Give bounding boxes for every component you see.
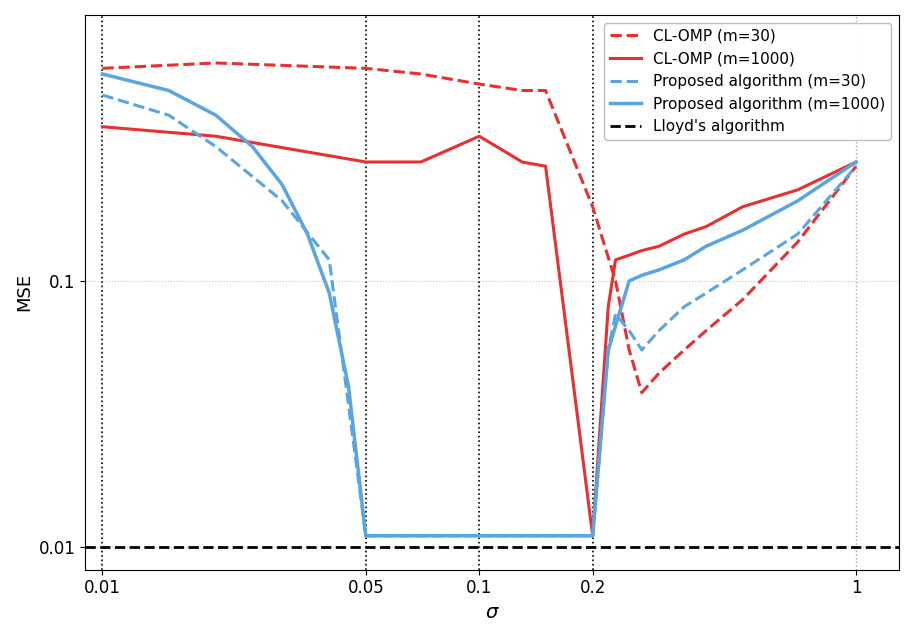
CL-OMP (m=30): [97, 64, 108, 72]
CL-OMP (m=1000): [415, 158, 426, 166]
Proposed algorithm (m=30): [737, 266, 748, 274]
Proposed algorithm (m=30): [636, 346, 647, 354]
CL-OMP (m=1000): [636, 247, 647, 254]
Proposed algorithm (m=30): [437, 532, 448, 540]
Proposed algorithm (m=1000): [415, 532, 426, 540]
Legend: CL-OMP (m=30), CL-OMP (m=1000), Proposed algorithm (m=30), Proposed algorithm (m: CL-OMP (m=30), CL-OMP (m=1000), Proposed…: [604, 23, 891, 140]
CL-OMP (m=1000): [210, 132, 221, 140]
Proposed algorithm (m=1000): [324, 289, 335, 297]
CL-OMP (m=30): [679, 346, 690, 354]
CL-OMP (m=1000): [792, 186, 803, 194]
CL-OMP (m=30): [210, 59, 221, 67]
CL-OMP (m=1000): [623, 252, 634, 259]
Proposed algorithm (m=1000): [277, 181, 288, 189]
CL-OMP (m=1000): [587, 532, 598, 540]
X-axis label: σ: σ: [486, 603, 498, 622]
Proposed algorithm (m=1000): [540, 532, 551, 540]
Line: CL-OMP (m=1000): CL-OMP (m=1000): [102, 127, 856, 536]
Proposed algorithm (m=1000): [473, 532, 484, 540]
Proposed algorithm (m=1000): [851, 158, 862, 166]
CL-OMP (m=1000): [737, 203, 748, 211]
CL-OMP (m=1000): [473, 132, 484, 140]
Proposed algorithm (m=30): [390, 532, 401, 540]
Proposed algorithm (m=1000): [97, 70, 108, 78]
Proposed algorithm (m=1000): [679, 256, 690, 264]
Proposed algorithm (m=30): [851, 162, 862, 170]
CL-OMP (m=30): [516, 87, 527, 94]
CL-OMP (m=30): [654, 369, 664, 377]
CL-OMP (m=30): [636, 389, 647, 396]
CL-OMP (m=30): [360, 64, 371, 72]
Proposed algorithm (m=1000): [343, 383, 354, 390]
CL-OMP (m=1000): [851, 158, 862, 166]
CL-OMP (m=1000): [97, 123, 108, 131]
CL-OMP (m=1000): [602, 303, 613, 310]
CL-OMP (m=1000): [540, 162, 551, 170]
Proposed algorithm (m=1000): [623, 277, 634, 285]
Proposed algorithm (m=1000): [587, 532, 598, 540]
Proposed algorithm (m=30): [623, 327, 634, 334]
Proposed algorithm (m=30): [415, 532, 426, 540]
CL-OMP (m=1000): [360, 158, 371, 166]
CL-OMP (m=30): [623, 346, 634, 354]
Proposed algorithm (m=1000): [247, 143, 258, 150]
Proposed algorithm (m=30): [610, 310, 621, 318]
CL-OMP (m=30): [415, 70, 426, 78]
Proposed algorithm (m=30): [587, 532, 598, 540]
Proposed algorithm (m=1000): [164, 87, 175, 94]
CL-OMP (m=1000): [679, 230, 690, 238]
Proposed algorithm (m=1000): [602, 346, 613, 354]
CL-OMP (m=1000): [610, 256, 621, 264]
Proposed algorithm (m=1000): [210, 111, 221, 119]
CL-OMP (m=1000): [504, 150, 515, 158]
Proposed algorithm (m=1000): [701, 243, 712, 250]
Proposed algorithm (m=30): [277, 197, 288, 204]
Proposed algorithm (m=1000): [636, 271, 647, 279]
Y-axis label: MSE: MSE: [15, 273, 33, 311]
CL-OMP (m=30): [473, 80, 484, 88]
Line: Proposed algorithm (m=1000): Proposed algorithm (m=1000): [102, 74, 856, 536]
CL-OMP (m=30): [737, 296, 748, 303]
CL-OMP (m=30): [851, 162, 862, 170]
Proposed algorithm (m=1000): [737, 227, 748, 234]
Proposed algorithm (m=30): [679, 303, 690, 310]
Proposed algorithm (m=1000): [654, 266, 664, 274]
Line: Proposed algorithm (m=30): Proposed algorithm (m=30): [102, 95, 856, 536]
Proposed algorithm (m=30): [324, 256, 335, 264]
Proposed algorithm (m=1000): [390, 532, 401, 540]
CL-OMP (m=30): [610, 277, 621, 285]
Proposed algorithm (m=30): [701, 289, 712, 297]
CL-OMP (m=30): [587, 203, 598, 211]
CL-OMP (m=1000): [516, 158, 527, 166]
Line: CL-OMP (m=30): CL-OMP (m=30): [102, 63, 856, 392]
Proposed algorithm (m=30): [210, 143, 221, 150]
Proposed algorithm (m=1000): [792, 197, 803, 204]
CL-OMP (m=30): [792, 238, 803, 246]
CL-OMP (m=30): [701, 327, 712, 334]
Proposed algorithm (m=30): [602, 346, 613, 354]
CL-OMP (m=1000): [654, 243, 664, 250]
Proposed algorithm (m=30): [360, 532, 371, 540]
Proposed algorithm (m=30): [164, 111, 175, 119]
Proposed algorithm (m=30): [473, 532, 484, 540]
CL-OMP (m=1000): [701, 223, 712, 231]
CL-OMP (m=30): [540, 87, 551, 94]
Proposed algorithm (m=30): [792, 230, 803, 238]
Proposed algorithm (m=30): [97, 91, 108, 99]
Proposed algorithm (m=30): [540, 532, 551, 540]
Proposed algorithm (m=1000): [302, 230, 313, 238]
Proposed algorithm (m=1000): [360, 532, 371, 540]
Proposed algorithm (m=30): [654, 327, 664, 334]
